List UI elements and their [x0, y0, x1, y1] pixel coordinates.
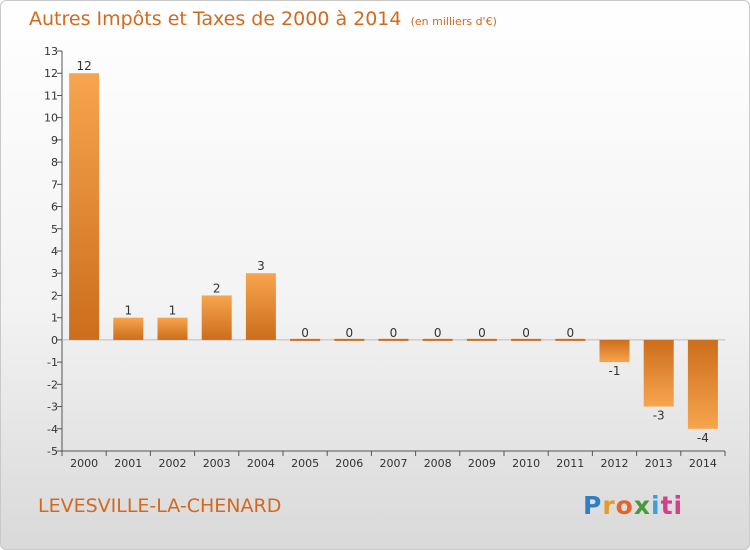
data-label: 0 — [301, 326, 309, 340]
bar — [245, 273, 276, 340]
y-tick-label: -4 — [47, 423, 58, 436]
x-tick-label: 2009 — [468, 457, 496, 470]
y-tick-label: 11 — [44, 89, 58, 102]
y-tick-label: -5 — [47, 445, 58, 458]
bar — [599, 339, 630, 363]
proxiti-logo[interactable]: Proxiti — [583, 491, 683, 520]
bar — [687, 339, 718, 429]
x-tick-label: 2008 — [424, 457, 452, 470]
bar — [69, 73, 100, 340]
data-label: 1 — [169, 304, 177, 318]
data-label: 0 — [566, 326, 574, 340]
bar — [113, 317, 144, 340]
data-label: 0 — [478, 326, 486, 340]
place-name: LEVESVILLE-LA-CHENARD — [38, 495, 282, 517]
data-label: 0 — [434, 326, 442, 340]
x-tick-label: 2002 — [159, 457, 187, 470]
data-label: 0 — [390, 326, 398, 340]
chart-title: Autres Impôts et Taxes de 2000 à 2014 (e… — [29, 8, 497, 30]
y-tick-label: 12 — [44, 67, 58, 80]
x-tick-label: 2006 — [335, 457, 363, 470]
chart-bars — [69, 73, 718, 429]
x-tick-label: 2001 — [114, 457, 142, 470]
data-label: -1 — [609, 364, 621, 378]
logo-letter: x — [633, 491, 651, 520]
logo-letter: P — [583, 491, 603, 520]
y-tick-label: 13 — [44, 45, 58, 58]
y-tick-label: 8 — [51, 156, 58, 169]
y-tick-label: 10 — [44, 112, 58, 125]
y-tick-label: 9 — [51, 134, 58, 147]
bar — [290, 338, 321, 341]
chart-title-text: Autres Impôts et Taxes de 2000 à 2014 — [29, 8, 402, 30]
y-tick-label: 2 — [51, 289, 58, 302]
x-tick-label: 2014 — [689, 457, 717, 470]
y-tick-label: 3 — [51, 267, 58, 280]
y-tick-label: -1 — [47, 356, 58, 369]
y-tick-label: -2 — [47, 378, 58, 391]
data-label: 1 — [124, 304, 132, 318]
data-label: 12 — [76, 59, 91, 73]
data-label: 2 — [213, 281, 221, 295]
x-tick-label: 2007 — [380, 457, 408, 470]
y-tick-label: 6 — [51, 201, 58, 214]
x-tick-label: 2000 — [70, 457, 98, 470]
y-tick-label: 0 — [51, 334, 58, 347]
y-tick-label: -3 — [47, 401, 58, 414]
bar — [422, 338, 453, 341]
bar — [555, 338, 586, 341]
data-label: -3 — [653, 409, 665, 423]
y-tick-label: 7 — [51, 178, 58, 191]
x-tick-label: 2012 — [601, 457, 629, 470]
x-tick-label: 2010 — [512, 457, 540, 470]
x-tick-label: 2013 — [645, 457, 673, 470]
bar — [511, 338, 542, 341]
bar — [201, 295, 232, 340]
x-tick-label: 2005 — [291, 457, 319, 470]
y-tick-label: 1 — [51, 312, 58, 325]
bar — [466, 338, 497, 341]
y-tick-label: 5 — [51, 223, 58, 236]
logo-letter: i — [651, 491, 661, 520]
logo-letter: r — [602, 491, 616, 520]
bar — [334, 338, 365, 341]
bar — [378, 338, 409, 341]
bar — [157, 317, 188, 340]
x-tick-label: 2003 — [203, 457, 231, 470]
x-tick-label: 2004 — [247, 457, 275, 470]
logo-letter: o — [615, 491, 634, 520]
bar — [643, 339, 674, 407]
y-tick-label: 4 — [51, 245, 58, 258]
x-tick-label: 2011 — [556, 457, 584, 470]
chart-unit-text: (en milliers d'€) — [410, 15, 497, 28]
logo-letter: ti — [660, 491, 684, 520]
data-label: 0 — [522, 326, 530, 340]
data-label: 0 — [345, 326, 353, 340]
data-label: -4 — [697, 431, 709, 445]
data-label: 3 — [257, 259, 265, 273]
